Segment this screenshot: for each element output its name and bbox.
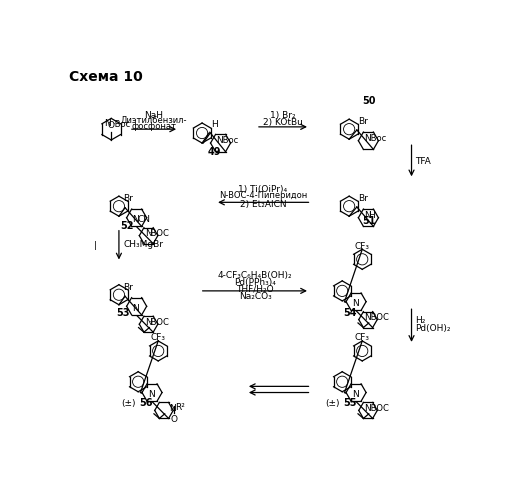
Text: ·Boc: ·Boc [220,136,238,145]
Text: ·BOC: ·BOC [148,318,169,327]
Text: N-BOC-4-Пиперидон: N-BOC-4-Пиперидон [218,192,306,201]
Text: N: N [363,134,370,143]
Text: Na₂CO₃: Na₂CO₃ [238,291,271,300]
Text: CF₃: CF₃ [354,242,369,250]
Text: ·Boc: ·Boc [112,120,130,129]
Text: 1) Ti(OiPr)₄: 1) Ti(OiPr)₄ [238,185,287,194]
Text: 56: 56 [139,398,152,408]
Text: 53: 53 [116,308,129,318]
Text: O: O [107,121,115,130]
Text: NaH: NaH [144,111,163,120]
Text: R²: R² [175,403,185,412]
Text: THF/H₂O: THF/H₂O [236,284,273,293]
Text: N: N [103,119,110,128]
Text: Схема 10: Схема 10 [69,70,143,84]
Text: N: N [351,299,358,308]
Text: CF₃: CF₃ [150,333,165,342]
Text: H: H [211,120,218,129]
Text: 1) Br₂: 1) Br₂ [270,111,295,120]
Text: |: | [94,241,97,250]
Text: (±): (±) [122,399,136,408]
Text: Br: Br [358,194,367,203]
Text: ·Boc: ·Boc [367,134,385,143]
Text: N: N [132,303,139,313]
Text: TFA: TFA [414,157,430,166]
Text: 52: 52 [120,221,133,231]
Text: Pd(PPh₃)₄: Pd(PPh₃)₄ [234,278,275,287]
Text: CN: CN [137,215,150,224]
Text: N: N [148,390,154,399]
Text: Br: Br [123,282,133,291]
Text: 2) KOtBu: 2) KOtBu [263,118,302,127]
Text: 2) Et₂AlCN: 2) Et₂AlCN [239,200,286,209]
Text: 49: 49 [207,147,221,157]
Text: N: N [145,229,151,238]
Text: ·BOC: ·BOC [148,229,169,238]
Text: 50: 50 [362,96,375,106]
Text: 55: 55 [343,398,356,408]
Text: ·BOC: ·BOC [367,404,388,413]
Text: фосфонат: фосфонат [131,122,176,131]
Text: ·BOC: ·BOC [367,313,388,322]
Text: N: N [363,211,370,220]
Text: (±): (±) [325,399,340,408]
Text: N: N [169,404,176,413]
Text: H₂: H₂ [414,316,425,325]
Text: N: N [132,215,139,224]
Text: CF₃: CF₃ [354,333,369,342]
Text: N: N [145,318,151,327]
Text: N: N [216,136,222,145]
Text: Диэтилбензил-: Диэтилбензил- [120,116,186,125]
Text: H: H [367,211,374,220]
Text: CH₃MgBr: CH₃MgBr [123,240,163,249]
Text: Br: Br [358,117,367,126]
Text: 4-CF₃C₆H₄B(OH)₂: 4-CF₃C₆H₄B(OH)₂ [217,271,292,280]
Text: N: N [351,390,358,399]
Text: N: N [363,404,370,413]
Text: 51: 51 [362,216,375,226]
Text: O: O [170,415,177,424]
Text: 54: 54 [343,308,356,318]
Text: Br: Br [123,194,133,203]
Text: N: N [363,313,370,322]
Text: Pd(OH)₂: Pd(OH)₂ [414,324,450,333]
